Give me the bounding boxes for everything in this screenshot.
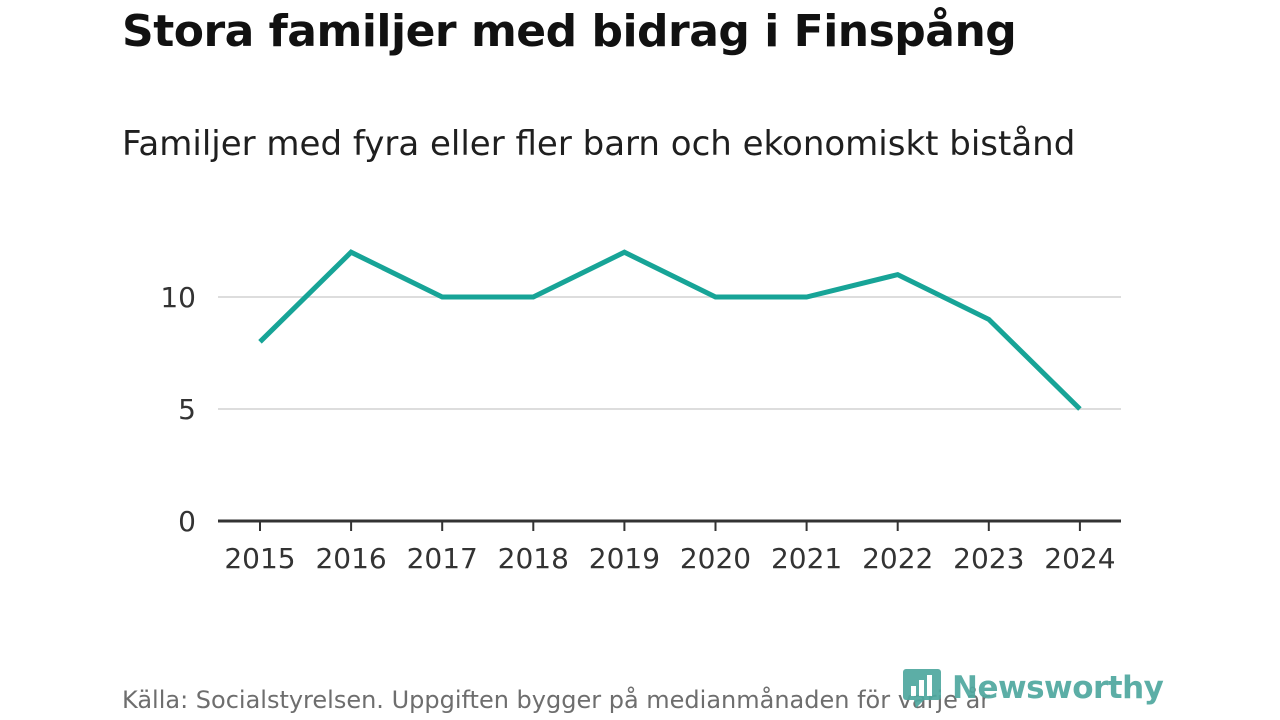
x-tick-label: 2020 bbox=[680, 542, 751, 575]
series-lines bbox=[258, 249, 1082, 411]
brand-logo: Newsworthy bbox=[902, 668, 1164, 708]
x-tick-label: 2024 bbox=[1044, 542, 1115, 575]
source-note: Källa: Socialstyrelsen. Uppgiften bygger… bbox=[122, 686, 991, 714]
x-tick-label: 2017 bbox=[407, 542, 478, 575]
y-axis-ticks: 0 5 10 bbox=[160, 281, 196, 538]
x-tick-label: 2019 bbox=[589, 542, 660, 575]
x-tick-label: 2018 bbox=[498, 542, 569, 575]
newsworthy-logo-icon bbox=[903, 669, 941, 708]
chart-subtitle: Familjer med fyra eller fler barn och ek… bbox=[122, 124, 1076, 164]
y-tick-label: 0 bbox=[178, 505, 196, 538]
x-tick-label: 2015 bbox=[224, 542, 295, 575]
x-axis: 2015 2016 2017 2018 2019 2020 2021 2022 2023 2024 bbox=[218, 519, 1121, 575]
gridlines bbox=[218, 296, 1121, 410]
x-tick-label: 2023 bbox=[953, 542, 1024, 575]
y-tick-label: 10 bbox=[160, 281, 196, 314]
brand-name: Newsworthy bbox=[952, 670, 1164, 706]
series-line bbox=[258, 249, 1082, 411]
x-tick-label: 2016 bbox=[315, 542, 386, 575]
x-tick-label: 2021 bbox=[771, 542, 842, 575]
y-tick-label: 5 bbox=[178, 393, 196, 426]
chart-title: Stora familjer med bidrag i Finspång bbox=[122, 6, 1017, 57]
x-tick-label: 2022 bbox=[862, 542, 933, 575]
